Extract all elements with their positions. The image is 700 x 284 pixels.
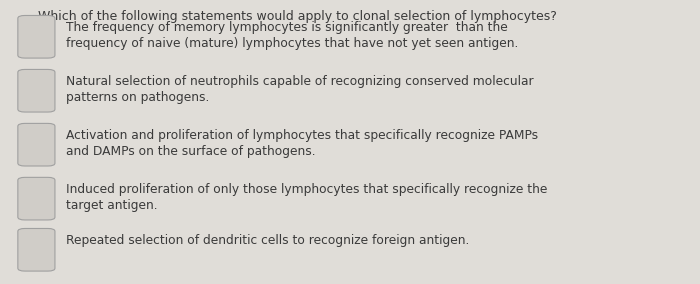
Text: Induced proliferation of only those lymphocytes that specifically recognize the
: Induced proliferation of only those lymp…	[66, 183, 548, 212]
Text: Repeated selection of dendritic cells to recognize foreign antigen.: Repeated selection of dendritic cells to…	[66, 234, 470, 247]
FancyBboxPatch shape	[18, 123, 55, 166]
Text: Natural selection of neutrophils capable of recognizing conserved molecular
patt: Natural selection of neutrophils capable…	[66, 75, 534, 104]
Text: Activation and proliferation of lymphocytes that specifically recognize PAMPs
an: Activation and proliferation of lymphocy…	[66, 129, 538, 158]
FancyBboxPatch shape	[18, 177, 55, 220]
FancyBboxPatch shape	[18, 15, 55, 58]
FancyBboxPatch shape	[18, 228, 55, 271]
Text: The frequency of memory lymphocytes is significantly greater  than the
frequency: The frequency of memory lymphocytes is s…	[66, 21, 519, 50]
Text: Which of the following statements would apply to clonal selection of lymphocytes: Which of the following statements would …	[38, 10, 557, 23]
FancyBboxPatch shape	[18, 69, 55, 112]
